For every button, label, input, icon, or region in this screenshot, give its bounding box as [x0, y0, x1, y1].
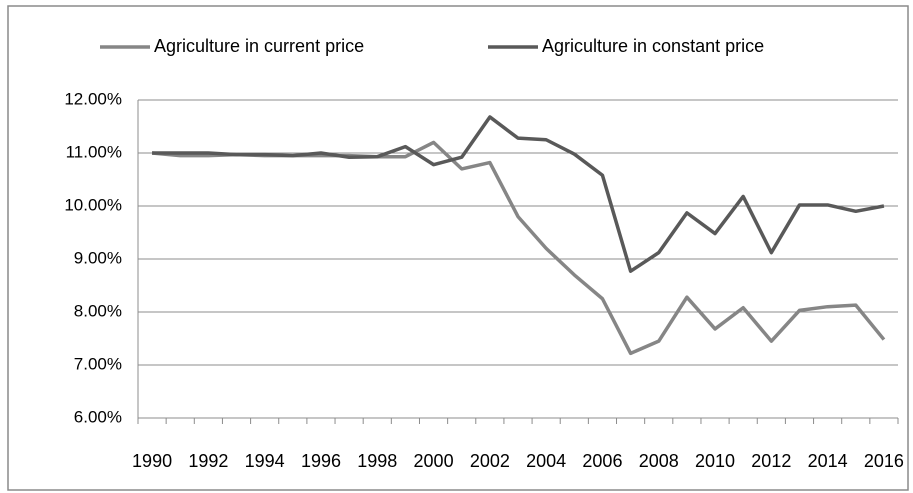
x-tick-label: 2012 [751, 451, 791, 471]
y-tick-label: 8.00% [74, 301, 122, 320]
legend-label: Agriculture in current price [154, 36, 364, 56]
y-tick-label: 7.00% [74, 354, 122, 373]
x-tick-label: 1990 [132, 451, 172, 471]
x-tick-label: 2010 [695, 451, 735, 471]
y-tick-label: 11.00% [66, 142, 122, 161]
x-tick-label: 2004 [526, 451, 566, 471]
y-tick-label: 12.00% [64, 89, 122, 108]
series-line [152, 115, 885, 273]
legend-label: Agriculture in constant price [542, 36, 764, 56]
x-tick-label: 2008 [639, 451, 679, 471]
y-tick-label: 6.00% [74, 407, 122, 426]
chart-frame [7, 5, 909, 491]
x-tick-label: 2000 [414, 451, 454, 471]
x-tick-label: 2014 [808, 451, 848, 471]
x-tick-label: 1992 [188, 451, 228, 471]
x-tick-label: 2016 [864, 451, 904, 471]
x-tick-label: 2006 [582, 451, 622, 471]
x-tick-label: 1994 [245, 451, 285, 471]
y-tick-label: 10.00% [64, 195, 122, 214]
x-tick-label: 1996 [301, 451, 341, 471]
x-tick-label: 2002 [470, 451, 510, 471]
x-tick-label: 1998 [357, 451, 397, 471]
y-tick-label: 9.00% [74, 248, 122, 267]
